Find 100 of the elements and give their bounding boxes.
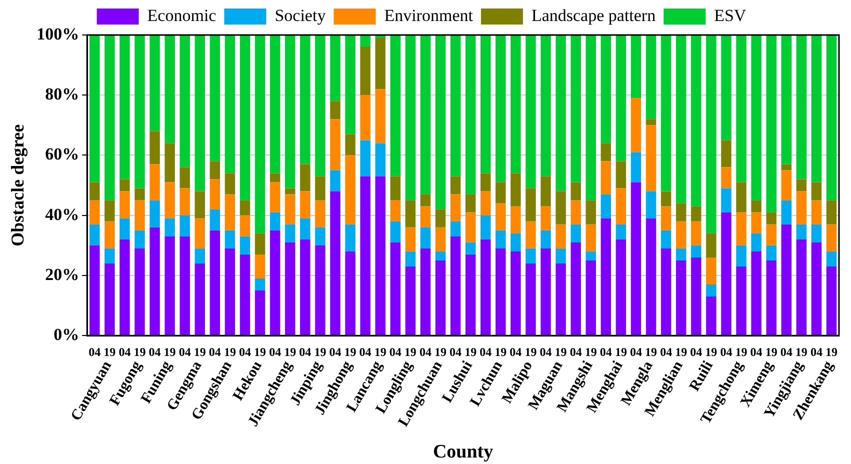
bar xyxy=(766,212,776,224)
bar xyxy=(510,251,521,336)
bar xyxy=(480,215,491,240)
bar xyxy=(721,212,732,336)
bar xyxy=(435,209,446,228)
x-tick-label: 04 xyxy=(88,344,101,359)
bar xyxy=(360,176,370,336)
bar xyxy=(270,35,280,174)
y-tick-label: 100% xyxy=(36,24,80,44)
bar xyxy=(766,260,776,336)
bar xyxy=(540,248,551,336)
bar xyxy=(254,278,266,291)
bar xyxy=(721,167,732,188)
bar xyxy=(104,35,115,200)
bar xyxy=(210,230,220,336)
bar xyxy=(811,200,822,224)
bar xyxy=(556,248,566,264)
bar xyxy=(134,230,145,248)
bar xyxy=(134,200,145,230)
x-tick-label: 04 xyxy=(269,344,282,359)
bar xyxy=(435,260,446,336)
bar xyxy=(570,224,581,242)
bar xyxy=(676,203,686,222)
bar xyxy=(224,194,236,230)
bar xyxy=(796,191,807,224)
bar xyxy=(781,164,792,170)
bar xyxy=(796,239,807,336)
bar xyxy=(450,236,461,336)
bar xyxy=(781,224,792,336)
bar xyxy=(435,227,446,252)
bar xyxy=(420,206,431,228)
bar xyxy=(164,218,175,236)
bar xyxy=(480,191,491,216)
bar xyxy=(390,200,400,222)
x-tick-label: 19 xyxy=(524,344,537,359)
bar xyxy=(586,260,596,336)
bar xyxy=(480,35,491,174)
bar xyxy=(556,263,566,336)
x-tick-label: 19 xyxy=(284,344,296,359)
legend-label: Society xyxy=(274,6,326,25)
bar xyxy=(586,35,596,200)
bar xyxy=(375,89,386,144)
bar xyxy=(240,200,250,216)
bar xyxy=(180,167,190,188)
bar xyxy=(600,161,612,194)
bar xyxy=(510,35,521,174)
bar xyxy=(104,263,115,336)
bar xyxy=(796,179,807,192)
bar xyxy=(270,173,280,182)
bar xyxy=(224,248,236,336)
legend-label: Landscape pattern xyxy=(531,6,656,25)
bar xyxy=(405,227,416,252)
y-tick-label: 40% xyxy=(45,204,80,224)
bar xyxy=(285,224,296,242)
bar xyxy=(90,224,100,246)
bar xyxy=(285,194,296,224)
bar xyxy=(360,35,370,48)
bar xyxy=(616,35,626,162)
x-tick-label: 19 xyxy=(494,344,507,359)
bar xyxy=(134,188,145,200)
bar xyxy=(480,239,491,336)
x-tick-label: 04 xyxy=(720,344,732,359)
bar xyxy=(405,266,416,336)
bar xyxy=(465,35,476,194)
bar xyxy=(510,173,521,206)
bar xyxy=(180,35,190,168)
bar xyxy=(781,200,792,224)
bar xyxy=(194,263,205,336)
bar xyxy=(826,224,837,252)
bar xyxy=(706,296,716,336)
x-tick-label: 04 xyxy=(299,344,312,359)
bar xyxy=(570,35,581,182)
bar xyxy=(736,266,746,336)
bar xyxy=(120,218,130,240)
bar xyxy=(90,200,100,224)
bar xyxy=(646,119,656,126)
bar xyxy=(570,200,581,224)
bar xyxy=(90,35,100,182)
bar xyxy=(120,239,130,336)
bar xyxy=(691,245,702,258)
bar xyxy=(600,194,612,218)
bar xyxy=(240,215,250,236)
bar xyxy=(360,140,370,176)
bar xyxy=(224,230,236,248)
bar xyxy=(540,230,551,248)
bar xyxy=(240,254,250,336)
x-tick-label: 04 xyxy=(389,344,402,359)
bar xyxy=(811,242,822,336)
bar xyxy=(616,224,626,240)
bar xyxy=(496,248,506,336)
bar xyxy=(120,191,130,218)
bar xyxy=(450,194,461,222)
bar xyxy=(405,35,416,200)
bar xyxy=(646,218,656,336)
bar xyxy=(375,143,386,176)
bar xyxy=(660,191,672,206)
bar xyxy=(600,218,612,336)
bar xyxy=(270,230,280,336)
x-tick-label: 19 xyxy=(194,344,206,359)
x-tick-label: 19 xyxy=(464,344,477,359)
